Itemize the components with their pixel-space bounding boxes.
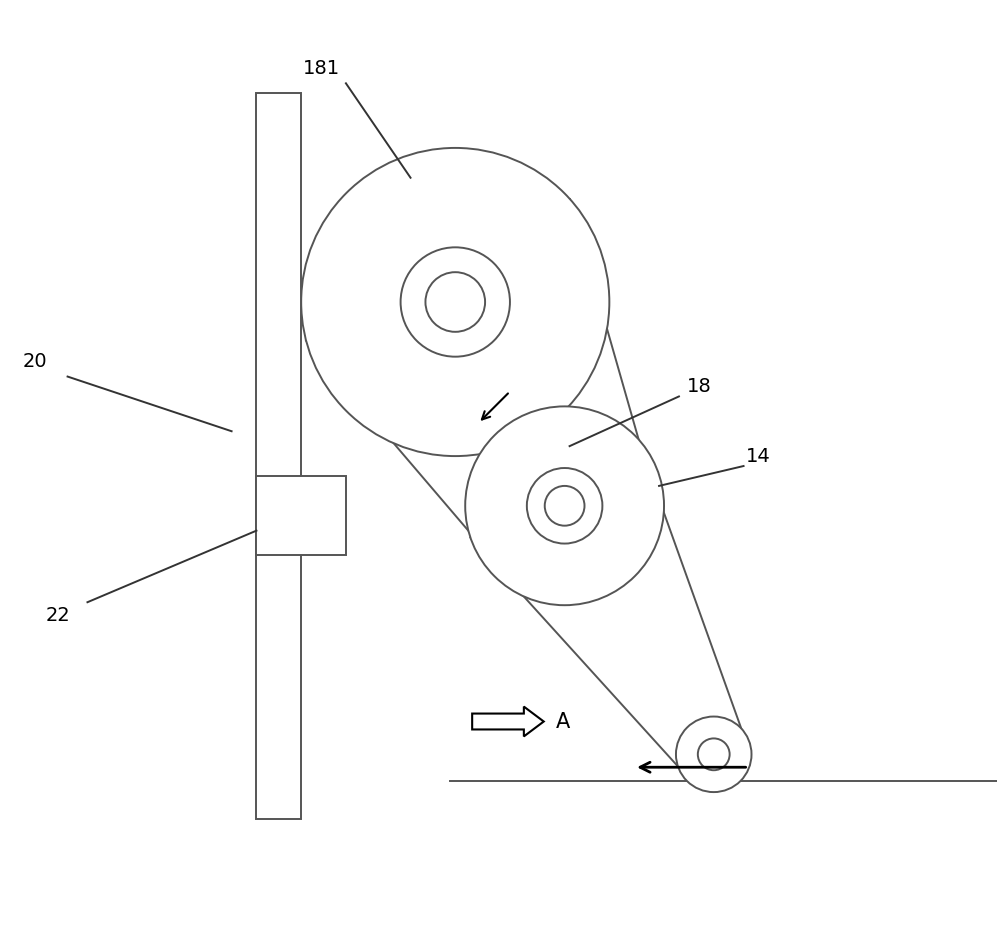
Text: 14: 14 [746,447,771,466]
Circle shape [545,486,584,526]
Text: 20: 20 [22,352,47,371]
Text: 18: 18 [686,377,711,396]
Circle shape [401,247,510,357]
Circle shape [465,407,664,605]
Bar [256,476,346,555]
Text: 22: 22 [45,606,70,625]
Circle shape [676,716,752,792]
Circle shape [527,468,602,544]
Text: 181: 181 [303,59,340,78]
Circle shape [425,272,485,332]
Circle shape [301,148,609,456]
Text: A: A [556,711,570,731]
FancyArrow shape [472,707,544,737]
Bar [256,93,301,819]
Circle shape [698,739,730,771]
